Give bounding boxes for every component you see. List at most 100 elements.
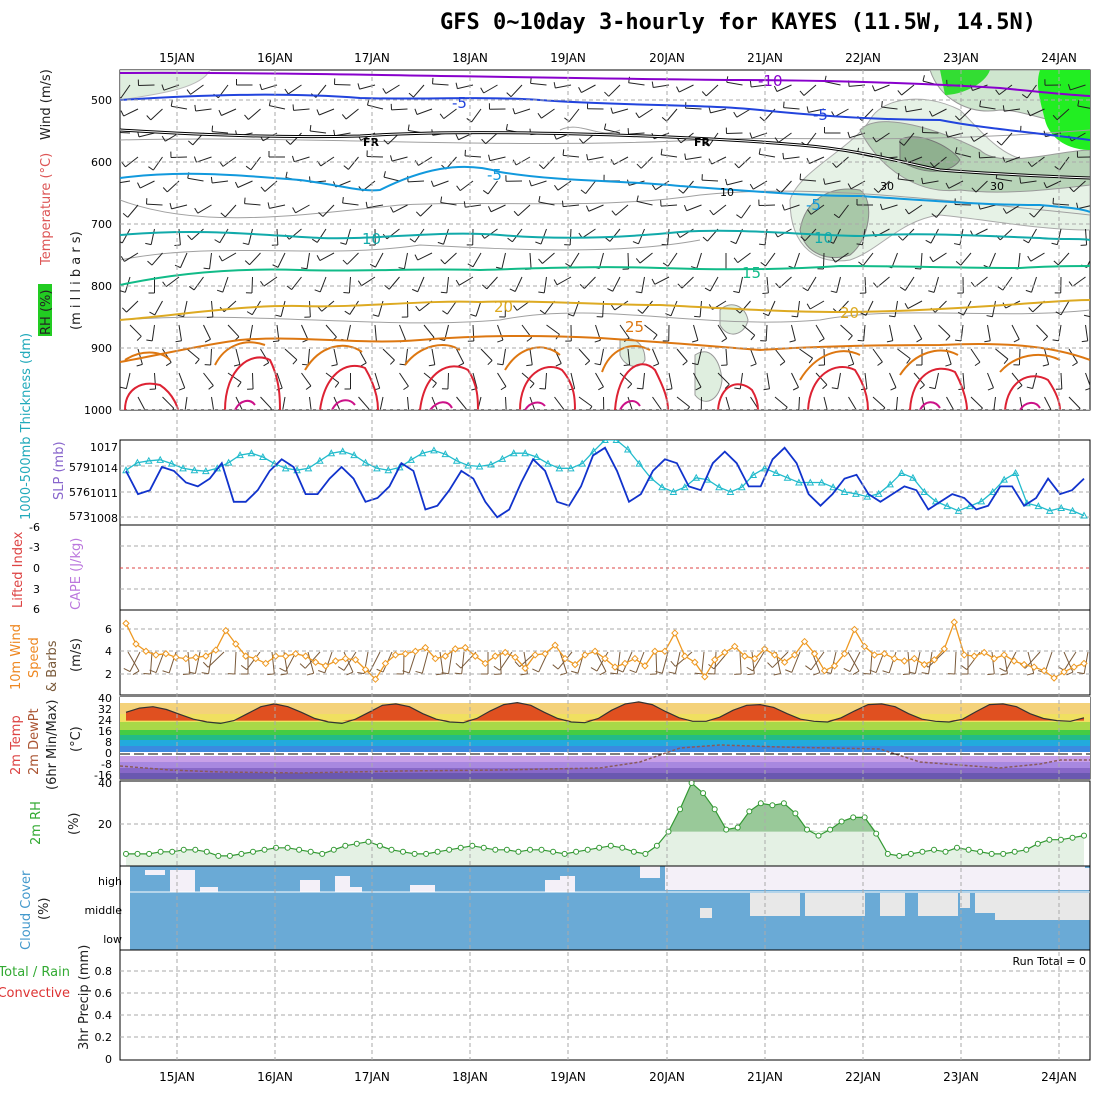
rh-point: [550, 848, 557, 855]
upper-wind-barb: [609, 228, 621, 242]
upper-wind-barb-flag: [1081, 340, 1088, 343]
upper-wind-barb: [151, 252, 163, 266]
upper-wind-barb-flag: [208, 385, 214, 390]
wind-barb-flag: [132, 670, 140, 675]
wind-axis-label: Speed: [27, 637, 42, 678]
upper-wind-barb: [413, 84, 425, 98]
rh-point: [688, 781, 695, 786]
wind-barb: [595, 651, 607, 672]
upper-wind-barb: [219, 228, 229, 243]
thickness-point: [1068, 506, 1077, 514]
upper-wind-barb: [1085, 228, 1088, 245]
wind-barb: [791, 651, 801, 673]
upper-wind-barb: [367, 104, 384, 110]
upper-wind-barb-flag: [1026, 386, 1033, 390]
thickness-point: [817, 478, 826, 486]
upper-wind-barb: [1018, 348, 1021, 366]
upper-wind-barb: [987, 372, 994, 389]
wind-speed-point: [331, 657, 340, 665]
rh-point: [203, 848, 210, 855]
upper-wind-barb-flag: [1042, 336, 1048, 342]
wind-speed-point: [561, 654, 569, 663]
upper-wind-barb-flag: [945, 131, 949, 138]
upper-wind-barb-flag: [344, 310, 351, 315]
upper-wind-barb-flag: [925, 239, 932, 244]
rh-point: [492, 846, 499, 853]
upper-wind-barb-flag: [415, 211, 421, 217]
upper-wind-barb: [1031, 276, 1037, 293]
wind-barb: [655, 651, 658, 675]
upper-wind-barb-flag: [146, 115, 152, 121]
upper-wind-barb: [366, 155, 384, 158]
upper-wind-barb: [809, 156, 825, 164]
upper-wind-barb: [913, 324, 923, 340]
upper-wind-barb: [709, 276, 719, 292]
wind-speed-point: [521, 664, 529, 672]
upper-wind-barb: [269, 204, 286, 209]
upper-wind-barb: [889, 372, 897, 388]
upper-wind-barb: [751, 84, 768, 88]
upper-wind-barb: [137, 396, 146, 410]
upper-wind-barb: [798, 396, 800, 410]
rh-point: [296, 846, 303, 853]
wind-speed-point: [551, 641, 559, 649]
wind-speed-point: [361, 665, 370, 674]
upper-wind-barb: [563, 204, 580, 208]
date-label-top: 15JAN: [159, 51, 195, 65]
wind-tick: 4: [105, 645, 112, 658]
rh-point: [284, 844, 291, 851]
upper-wind-barb: [358, 396, 370, 410]
wind-barb: [234, 651, 237, 674]
upper-wind-barb-flag: [929, 256, 934, 262]
upper-wind-barb: [171, 204, 188, 210]
rh-point: [273, 844, 279, 851]
date-label-bottom: 20JAN: [649, 1070, 685, 1084]
upper-wind-barb-flag: [455, 134, 459, 140]
upper-wind-barb-flag: [579, 138, 584, 144]
upper-wind-barb: [1033, 204, 1045, 218]
upper-wind-barb-flag: [121, 161, 126, 168]
thickness-point: [133, 458, 142, 466]
upper-wind-barb: [556, 276, 572, 286]
upper-wind-barb-flag: [1017, 385, 1023, 390]
upper-wind-barb: [1068, 348, 1078, 363]
upper-wind-barb-flag: [500, 386, 507, 391]
wind-barb-flag: [493, 665, 500, 671]
upper-wind-barb-flag: [206, 316, 213, 318]
upper-wind-barb: [1060, 300, 1070, 316]
upper-wind-barb: [178, 324, 182, 341]
upper-wind-barb: [774, 396, 788, 408]
upper-wind-barb-flag: [260, 186, 266, 192]
upper-wind-barb: [979, 106, 996, 110]
thickness-point: [977, 497, 986, 505]
rh-point: [261, 846, 268, 853]
upper-wind-barb-flag: [635, 258, 641, 264]
wind-barb-flag: [441, 672, 449, 675]
contour-label: 10: [720, 186, 734, 199]
contour-label: 10: [814, 229, 833, 247]
upper-wind-barb-flag: [1017, 413, 1023, 414]
upper-wind-barb: [815, 324, 825, 339]
upper-wind-barb: [301, 372, 312, 387]
wind-barb: [596, 651, 609, 672]
high-cloud-gap: [1010, 868, 1090, 890]
wind-barb: [1063, 651, 1077, 671]
upper-wind-barb-flag: [317, 306, 323, 312]
wind-barb-flag: [559, 672, 567, 676]
upper-wind-barb-flag: [704, 287, 711, 292]
upper-wind-barb-flag: [762, 312, 769, 317]
upper-wind-barb-flag: [390, 155, 393, 162]
upper-wind-barb-flag: [636, 163, 642, 169]
thickness-point: [715, 483, 723, 491]
upper-wind-barb: [180, 252, 188, 268]
upper-wind-barb: [432, 83, 449, 86]
wind-speed-point: [431, 654, 440, 663]
wind-barb-flag: [773, 673, 781, 676]
wind-speed-point: [930, 656, 939, 664]
upper-wind-barb-flag: [1023, 239, 1029, 244]
upper-wind-barb: [628, 82, 645, 86]
upper-wind-barb-flag: [695, 386, 702, 391]
upper-wind-barb: [693, 372, 702, 388]
upper-wind-barb-flag: [305, 385, 312, 390]
rh-point: [319, 850, 326, 857]
